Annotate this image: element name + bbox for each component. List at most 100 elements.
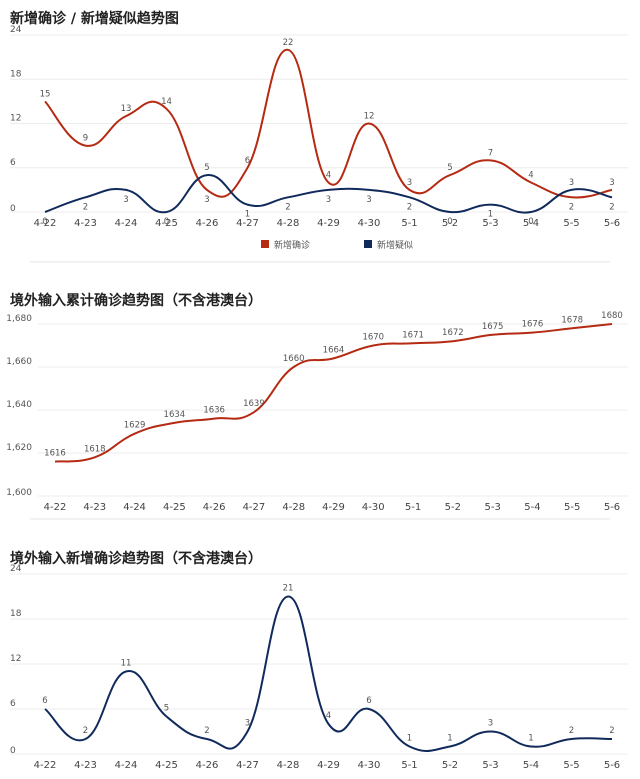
y-tick-label: 1,600: [6, 488, 32, 498]
y-tick-label: 18: [10, 609, 22, 619]
data-label: 6: [366, 696, 371, 706]
y-tick-label: 1,660: [6, 357, 32, 367]
y-tick-label: 18: [10, 69, 22, 79]
x-tick-label: 5-3: [482, 218, 498, 229]
data-label: 5: [164, 704, 169, 714]
legend-swatch: [261, 240, 269, 248]
x-tick-label: 4-26: [196, 760, 219, 771]
y-tick-label: 6: [10, 699, 16, 709]
data-label: 2: [83, 202, 88, 212]
data-label: 3: [488, 719, 493, 729]
data-label: 2: [83, 726, 88, 736]
data-label: 4: [528, 171, 533, 181]
x-tick-label: 4-25: [155, 218, 178, 229]
x-tick-label: 4-30: [358, 760, 381, 771]
x-tick-label: 4-29: [322, 502, 345, 513]
y-tick-label: 12: [10, 654, 21, 664]
x-tick-label: 4-23: [83, 502, 106, 513]
data-label: 21: [283, 584, 294, 594]
data-label: 1664: [323, 345, 345, 355]
x-tick-label: 5-2: [442, 218, 458, 229]
data-label: 0: [42, 217, 47, 227]
x-tick-label: 5-1: [401, 218, 417, 229]
x-tick-label: 5-6: [604, 218, 620, 229]
x-tick-label: 5-2: [442, 760, 458, 771]
x-tick-label: 4-27: [236, 218, 259, 229]
data-label: 3: [204, 195, 209, 205]
data-label: 1639: [243, 399, 265, 409]
x-tick-label: 5-4: [524, 502, 540, 513]
x-tick-label: 4-22: [34, 760, 57, 771]
data-label: 1629: [124, 421, 146, 431]
x-tick-label: 4-22: [34, 218, 57, 229]
x-tick-label: 4-30: [358, 218, 381, 229]
data-label: 1660: [283, 354, 305, 364]
x-tick-label: 4-25: [155, 760, 178, 771]
legend-swatch: [364, 240, 372, 248]
data-label: 3: [123, 195, 128, 205]
series-line: [54, 323, 613, 463]
data-label: 3: [407, 178, 412, 188]
legend-label: 新增确诊: [274, 239, 310, 251]
x-tick-label: 4-27: [236, 760, 259, 771]
x-tick-label: 5-1: [405, 502, 421, 513]
x-tick-label: 5-1: [401, 760, 417, 771]
data-label: 4: [326, 171, 331, 181]
x-tick-label: 4-26: [196, 218, 219, 229]
data-label: 3: [245, 719, 250, 729]
x-tick-label: 5-5: [563, 760, 579, 771]
x-tick-label: 5-5: [563, 218, 579, 229]
x-tick-label: 4-28: [277, 760, 300, 771]
data-label: 1: [488, 210, 493, 220]
data-label: 3: [326, 195, 331, 205]
data-label: 1: [528, 734, 533, 744]
data-label: 5: [447, 163, 452, 173]
series-line: [44, 595, 613, 753]
data-label: 1: [447, 734, 452, 744]
data-label: 1672: [442, 328, 464, 338]
x-tick-label: 4-24: [123, 502, 146, 513]
data-label: 1680: [601, 311, 623, 321]
x-tick-label: 4-22: [44, 502, 67, 513]
data-label: 6: [245, 156, 250, 166]
data-label: 14: [161, 97, 172, 107]
x-tick-label: 4-27: [243, 502, 266, 513]
data-label: 2: [407, 202, 412, 212]
chart-title-3: 境外输入新增确诊趋势图（不含港澳台）: [10, 551, 262, 567]
data-label: 5: [204, 163, 209, 173]
data-label: 1675: [482, 322, 504, 332]
x-tick-label: 4-23: [74, 218, 97, 229]
x-tick-label: 4-29: [317, 218, 340, 229]
y-tick-label: 0: [10, 746, 16, 756]
series-line: [44, 174, 613, 214]
data-label: 2: [204, 726, 209, 736]
data-label: 12: [364, 112, 375, 122]
x-tick-label: 4-29: [317, 760, 340, 771]
x-tick-label: 5-3: [482, 760, 498, 771]
y-tick-label: 0: [10, 204, 16, 214]
data-label: 3: [366, 195, 371, 205]
x-tick-label: 4-28: [277, 218, 300, 229]
y-tick-label: 1,680: [6, 314, 32, 324]
x-tick-label: 5-6: [604, 760, 620, 771]
y-tick-label: 6: [10, 158, 16, 168]
y-tick-label: 1,620: [6, 443, 32, 453]
x-tick-label: 5-5: [564, 502, 580, 513]
data-label: 1616: [44, 449, 66, 459]
data-label: 1634: [164, 410, 186, 420]
x-tick-label: 5-6: [604, 502, 620, 513]
y-tick-label: 24: [10, 564, 22, 574]
x-tick-label: 4-24: [115, 218, 138, 229]
data-label: 11: [121, 659, 132, 669]
data-label: 1676: [522, 320, 544, 330]
x-tick-label: 5-4: [523, 218, 539, 229]
data-label: 22: [283, 38, 294, 48]
data-label: 1618: [84, 444, 106, 454]
y-tick-label: 1,640: [6, 400, 32, 410]
data-label: 4: [326, 711, 331, 721]
data-label: 15: [40, 89, 51, 99]
x-tick-label: 4-25: [163, 502, 186, 513]
chart-title-1: 新增确诊 / 新增疑似趋势图: [10, 11, 179, 27]
